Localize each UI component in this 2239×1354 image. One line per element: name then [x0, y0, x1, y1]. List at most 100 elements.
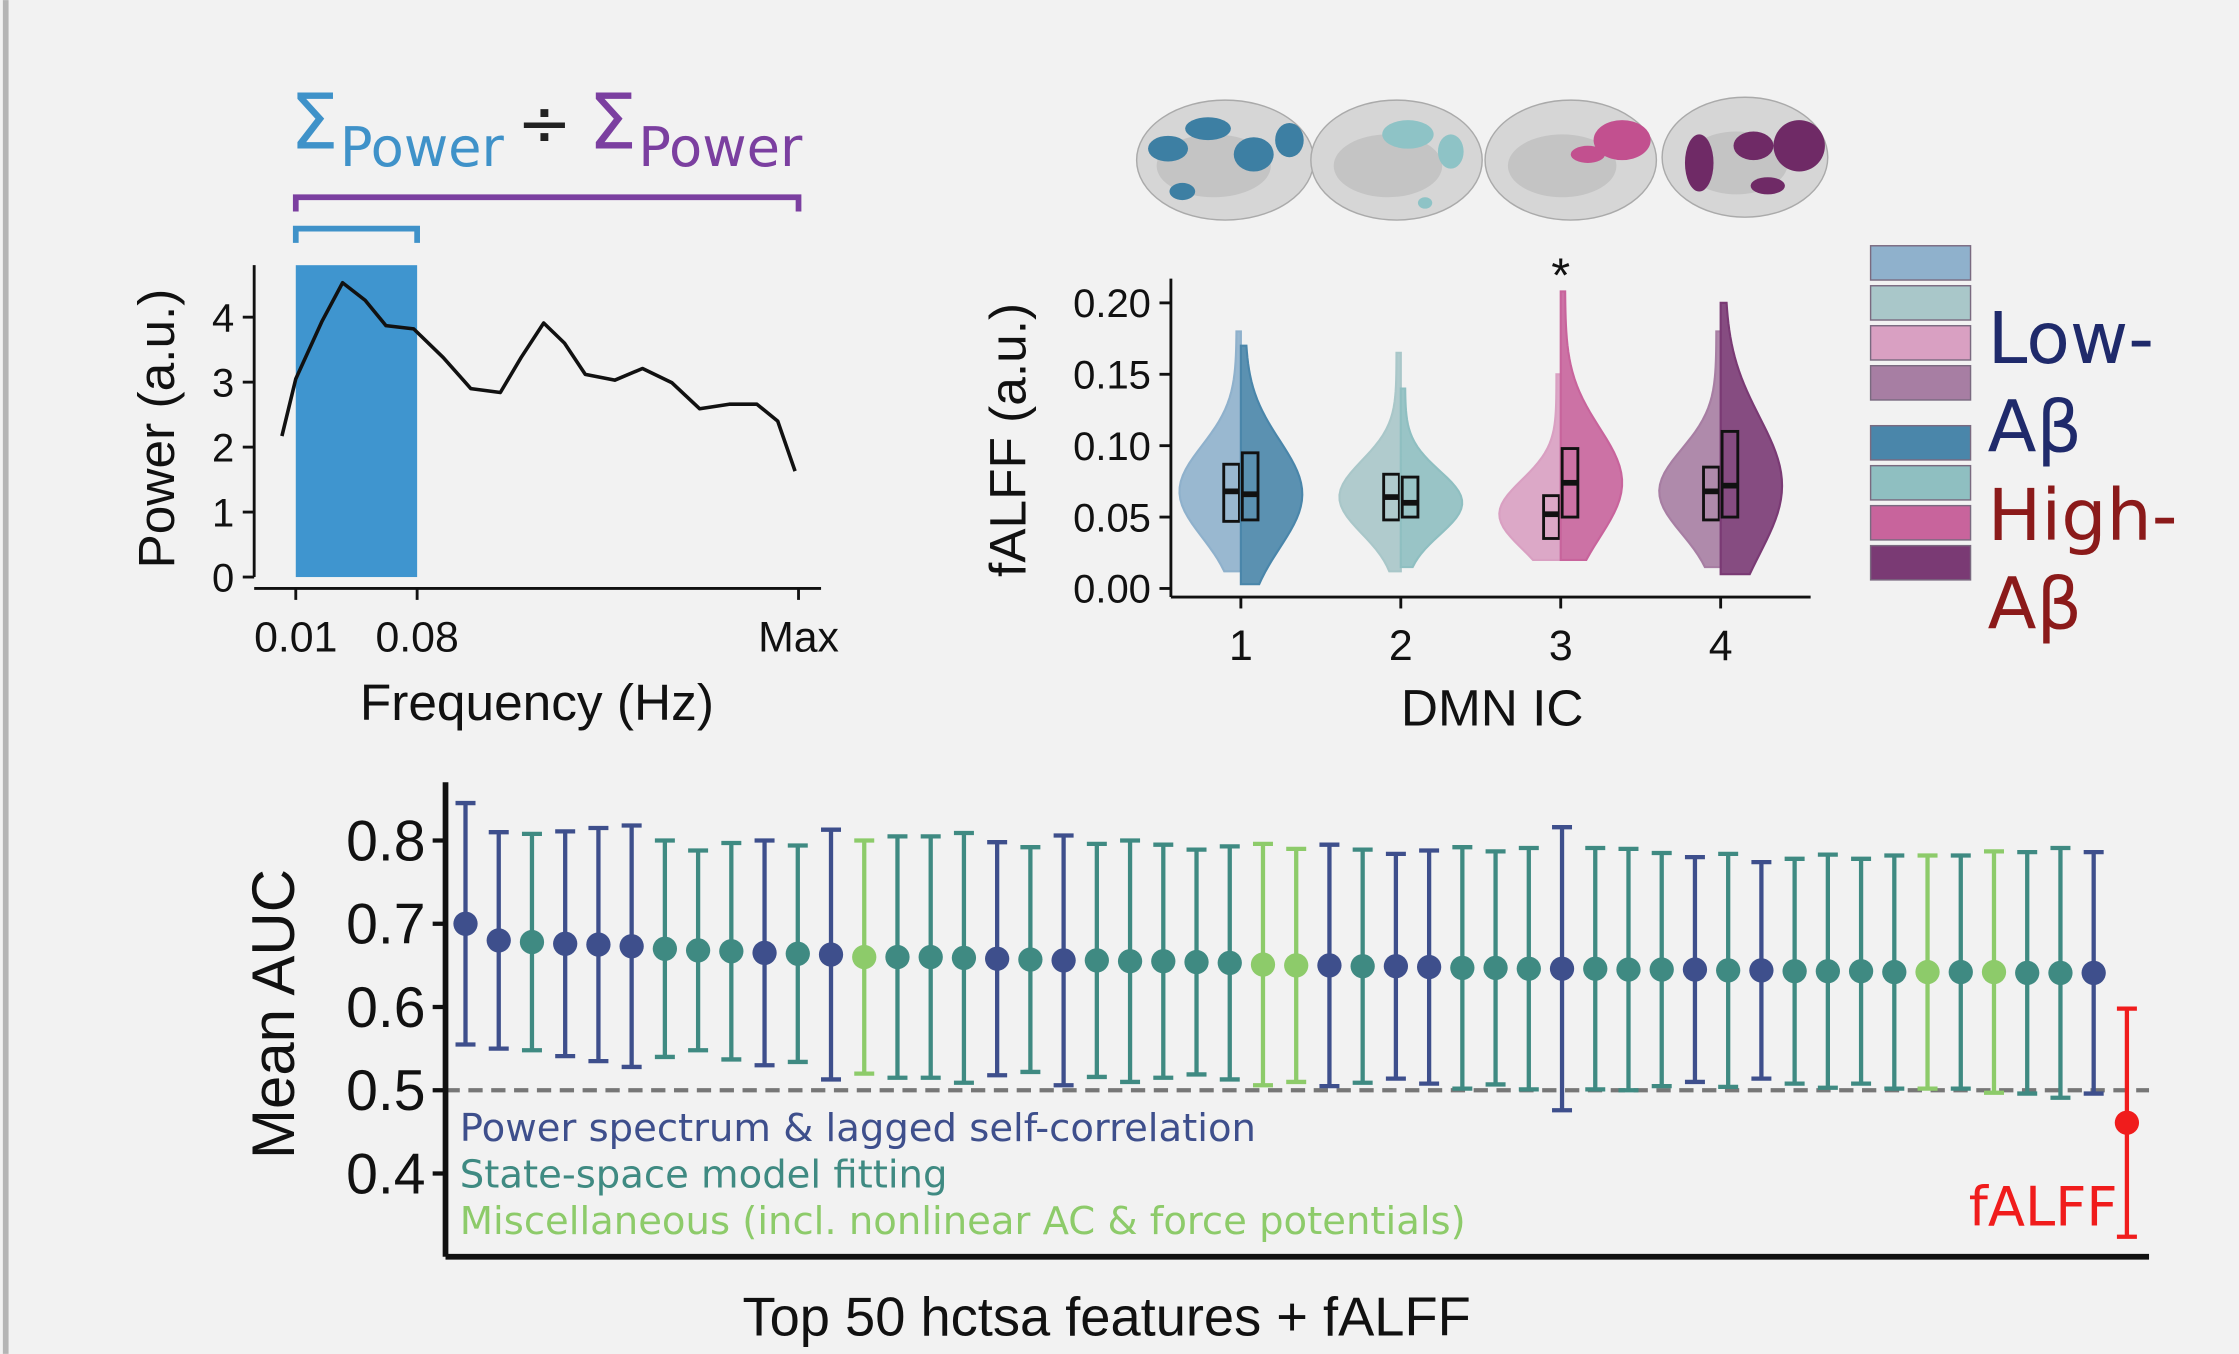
x-tick-label: 4	[1709, 622, 1733, 670]
mean-point	[918, 944, 943, 970]
mean-point	[1915, 959, 1940, 985]
legend-entry: State-space model fitting	[460, 1152, 948, 1197]
x-tick-label: 0.01	[254, 613, 337, 661]
mean-point	[1782, 959, 1807, 984]
mean-point	[453, 911, 478, 936]
y-tick-label: 0.10	[1073, 425, 1151, 469]
mean-point	[1416, 954, 1442, 980]
mean-point	[2048, 960, 2073, 986]
brain-ic4	[1661, 96, 1829, 218]
x-tick-label: 1	[1229, 622, 1253, 670]
mean-point	[1317, 953, 1342, 978]
frequency-band	[295, 265, 418, 578]
x-tick-label: 0.08	[375, 613, 458, 661]
mean-point	[1882, 959, 1907, 985]
y-tick-label: 0.15	[1073, 354, 1151, 398]
y-tick-label: 0	[212, 556, 234, 600]
x-tick-label: Max	[758, 613, 839, 661]
y-tick-label: 0.20	[1073, 282, 1151, 326]
mean-point	[1250, 952, 1276, 977]
box	[1720, 429, 1740, 519]
denominator-symbol: Σ	[588, 78, 637, 168]
numerator-symbol: Σ	[290, 78, 339, 168]
mean-point	[1483, 955, 1508, 981]
mean-point	[1815, 959, 1840, 984]
mean-point	[1051, 948, 1076, 973]
significance-mark: *	[1551, 248, 1570, 302]
legend-label-box: Low-Aβ	[1987, 297, 2155, 469]
x-axis-label: Frequency (Hz)	[360, 673, 714, 731]
y-tick-label: 4	[212, 296, 234, 340]
y-tick-label: 0.8	[346, 810, 425, 874]
violin-half	[1338, 351, 1402, 573]
box	[1240, 451, 1260, 522]
mean-point	[1084, 948, 1109, 973]
mean-point	[486, 928, 511, 953]
y-tick-label: 2	[212, 426, 234, 470]
mean-point	[1749, 958, 1774, 983]
legend-swatch	[1869, 464, 1972, 501]
mean-point	[1583, 956, 1608, 981]
violin-half	[1559, 290, 1624, 561]
legend-label: Low-Aβ	[1987, 297, 2155, 469]
y-axis-label: Power (a.u.)	[127, 289, 185, 569]
mean-point	[1649, 957, 1674, 982]
mean-point	[652, 936, 678, 961]
mean-point	[1117, 949, 1143, 974]
y-tick-label: 0.6	[346, 976, 425, 1040]
legend-swatch	[1869, 325, 1972, 361]
legend-entry: Miscellaneous (incl. nonlinear AC & forc…	[460, 1199, 1466, 1244]
mean-point	[752, 940, 777, 966]
power-line	[280, 280, 797, 472]
box	[1400, 475, 1420, 519]
x-tick-label: 3	[1549, 622, 1573, 670]
mean-point	[818, 942, 844, 967]
brain-ic3	[1484, 99, 1658, 221]
y-tick-label: 0.7	[346, 893, 425, 957]
y-tick-label: 1	[212, 491, 234, 535]
legend-swatch	[1869, 364, 1972, 401]
mean-point	[1981, 959, 2007, 985]
y-axis-label: fALFF (a.u.)	[978, 303, 1036, 577]
legend-swatch	[1869, 544, 1972, 581]
mean-point	[1151, 949, 1176, 974]
x-axis-label: DMN IC	[1401, 679, 1584, 737]
violin-half	[1719, 301, 1784, 576]
denominator-sub: Power	[638, 116, 803, 179]
y-tick-label: 0.5	[346, 1059, 425, 1123]
mean-point	[2114, 1110, 2140, 1135]
y-axis-label: Mean AUC	[240, 869, 307, 1159]
legend-swatch	[1869, 285, 1972, 321]
mean-point	[1350, 954, 1375, 979]
mean-point	[586, 932, 611, 957]
brain-ic1	[1135, 99, 1315, 221]
mean-point	[852, 944, 877, 970]
total-bracket	[292, 194, 802, 212]
violin-half	[1399, 387, 1464, 569]
violin-half	[1178, 330, 1242, 573]
y-tick-label: 0.05	[1073, 496, 1151, 540]
mean-point	[1516, 956, 1541, 981]
mean-point	[519, 929, 545, 955]
mean-point	[1682, 957, 1708, 982]
mean-point	[985, 946, 1010, 971]
mean-point	[1848, 959, 1874, 984]
falff-label: fALFF	[1969, 1175, 2118, 1238]
legend-label-box: High-Aβ	[1988, 474, 2178, 645]
mean-point	[1450, 955, 1475, 981]
mean-point	[1383, 954, 1409, 979]
mean-point	[1616, 957, 1641, 982]
mean-point	[1716, 958, 1741, 983]
mean-point	[619, 934, 644, 959]
brain-ic2	[1310, 99, 1483, 221]
legend-swatch	[1869, 504, 1972, 541]
y-tick-label: 3	[212, 361, 234, 405]
mean-point	[719, 939, 744, 964]
x-tick-label: 2	[1389, 622, 1413, 670]
mean-point	[951, 945, 977, 971]
mean-point	[685, 938, 711, 963]
mean-point	[1549, 956, 1575, 981]
mean-point	[553, 931, 578, 956]
legend-swatch	[1869, 424, 1972, 461]
